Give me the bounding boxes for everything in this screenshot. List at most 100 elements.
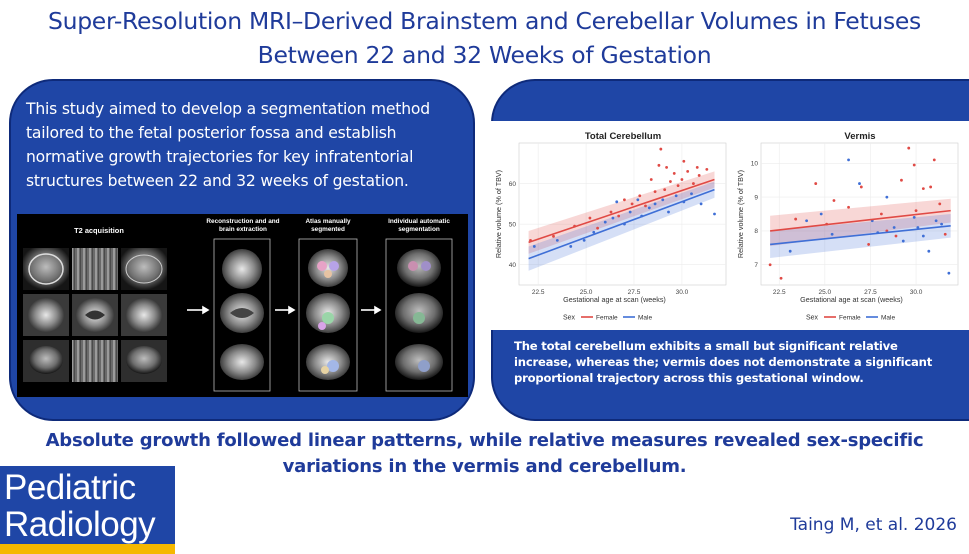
chart1-point-female	[653, 190, 657, 194]
chart1-point-female	[588, 216, 592, 220]
chart1-point-female	[672, 172, 676, 175]
chart1-y-tick-label: 40	[509, 262, 517, 269]
journal-logo-bar	[0, 544, 175, 554]
chart1-point-female	[663, 188, 667, 192]
chart1-point-female	[630, 202, 634, 206]
chart1-x-axis-label: Gestational age at scan (weeks)	[563, 295, 666, 304]
t2-acquisition-label: T2 acquisition	[74, 226, 124, 235]
conclusion-line-1: Absolute growth followed linear patterns…	[45, 430, 924, 451]
chart1-point-male	[615, 200, 619, 204]
chart1-point-male	[532, 245, 536, 248]
page-title: Super-Resolution MRI–Derived Brainstem a…	[0, 4, 969, 72]
study-aim-text: This study aimed to develop a segmentati…	[26, 100, 430, 190]
chart1-y-tick-label: 50	[509, 221, 517, 228]
chart2-x-axis-label: Gestational age at scan (weeks)	[800, 295, 903, 304]
chart1-point-female	[665, 165, 668, 169]
chart1-band-female	[528, 171, 715, 254]
chart1-point-male	[636, 198, 640, 202]
chart1-y-axis-label: Relative volume (% of TBV)	[494, 170, 503, 258]
chart2-point-female	[859, 185, 863, 189]
chart2-point-male	[819, 212, 823, 216]
chart2-y-tick-label: 9	[754, 194, 758, 201]
chart2-point-male	[921, 234, 925, 238]
chart1-point-female	[695, 165, 699, 169]
t2-acquisition-grid	[23, 248, 167, 382]
chart2-band-female	[770, 198, 951, 247]
chart1-point-female	[638, 194, 642, 198]
chart1-point-female	[649, 178, 653, 181]
chart2-point-male	[916, 226, 920, 229]
chart1-point-male	[647, 206, 651, 210]
individual-label-line-2: segmentation	[398, 226, 440, 233]
chart2-point-female	[814, 182, 818, 185]
chart2-y-axis-label: Relative volume (% of TBV)	[736, 170, 745, 258]
chart2-point-male	[947, 271, 951, 275]
chart2-point-male	[892, 226, 896, 229]
citation: Taing M, et al. 2026	[790, 515, 957, 535]
chart2-legend-title: Sex	[806, 315, 819, 322]
chart1-title: Total Cerebellum	[585, 131, 661, 142]
chart2-point-female	[929, 185, 933, 189]
chart2-point-male	[940, 222, 943, 226]
chart2-point-female	[938, 202, 942, 206]
chart1-point-female	[596, 226, 599, 230]
chart2-legend-label-male: Male	[881, 314, 895, 321]
chart2-title: Vermis	[844, 131, 875, 142]
journal-logo-line-1: Pediatric	[4, 468, 136, 507]
chart1-legend-label-male: Male	[638, 314, 652, 321]
chart1-point-female	[617, 214, 621, 218]
chart1-point-male	[713, 212, 716, 216]
chart1-x-tick-label: 22.5	[532, 289, 545, 296]
chart1-x-tick-label: 27.5	[628, 289, 641, 296]
chart1-point-male	[592, 230, 596, 234]
chart1-point-male	[699, 202, 703, 206]
chart1-legend-label-female: Female	[596, 314, 618, 321]
conclusion-line-2: variations in the vermis and cerebellum.	[282, 456, 687, 477]
chart2-point-male	[858, 182, 861, 185]
chart1-plot-area	[518, 142, 727, 286]
chart2-point-male	[788, 249, 792, 253]
chart1-point-female	[692, 182, 695, 185]
chart2-point-female	[921, 187, 925, 191]
chart1-point-female	[682, 159, 686, 163]
chart2-point-female	[894, 234, 898, 238]
conclusion-text: Absolute growth followed linear patterns…	[0, 428, 969, 480]
chart1-point-female	[676, 184, 680, 187]
chart1-point-male	[661, 198, 665, 202]
chart2-x-tick-label: 30.0	[910, 289, 923, 296]
reconstruction-label: Reconstruction and and brain extraction	[197, 218, 289, 234]
chart-caption: The total cerebellum exhibits a small bu…	[514, 339, 933, 385]
atlas-label: Atlas manually segmented	[292, 218, 364, 234]
individual-segmentation-label: Individual automatic segmentation	[377, 218, 461, 234]
chart1-point-male	[667, 210, 670, 214]
chart1-x-tick-label: 30.0	[676, 289, 689, 296]
chart1-point-female	[705, 167, 709, 171]
chart2-point-female	[912, 163, 916, 167]
chart2-point-male	[830, 232, 834, 236]
chart2-fit-male	[770, 225, 951, 246]
chart2-point-male	[847, 158, 850, 162]
title-line-1: Super-Resolution MRI–Derived Brainstem a…	[47, 7, 922, 35]
chart1-point-female	[644, 204, 647, 208]
charts-area: Total Cerebellum 22.5 25.0 27.5 30.0 40 50 60 Ge…	[489, 121, 969, 330]
chart2-point-male	[934, 219, 938, 223]
chart2-y-tick-label: 7	[754, 262, 758, 269]
chart2-legend-label-female: Female	[839, 314, 861, 321]
mri-pipeline-figure: T2 acquisition Reconstruction and and br…	[17, 214, 468, 397]
chart1-point-female	[552, 234, 555, 238]
chart1-point-male	[582, 238, 586, 242]
chart2-x-tick-label: 25.0	[819, 289, 832, 296]
atlas-label-line-1: Atlas manually	[305, 218, 351, 225]
chart1-legend-title: Sex	[563, 315, 576, 322]
chart2-y-tick-label: 8	[754, 228, 758, 235]
chart2-point-male	[927, 249, 931, 253]
journal-logo	[0, 466, 175, 554]
atlas-label-line-2: segmented	[311, 226, 345, 233]
chart1-point-female	[657, 163, 661, 167]
mri-pipeline-illustration	[23, 238, 453, 392]
title-line-2: Between 22 and 32 Weeks of Gestation	[257, 41, 712, 69]
chart1-point-female	[609, 210, 613, 214]
chart2-point-female	[914, 209, 918, 213]
chart2-point-male	[805, 219, 809, 223]
chart2-point-female	[932, 158, 936, 162]
